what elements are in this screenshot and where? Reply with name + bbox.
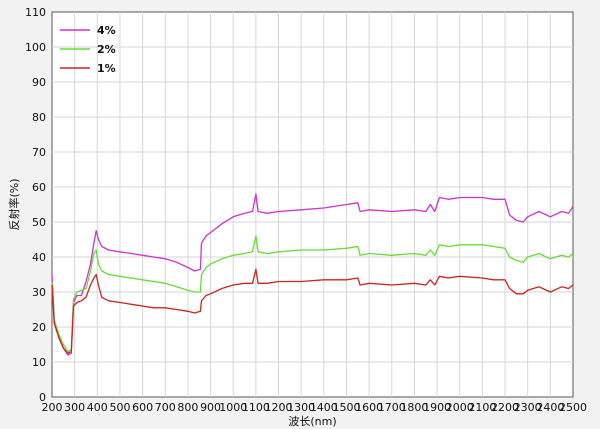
- series-line: [51, 235, 574, 353]
- y-tick-label: 70: [32, 146, 46, 159]
- y-tick-label: 30: [32, 286, 46, 299]
- y-tick-label: 10: [32, 356, 46, 369]
- y-tick-label: 0: [39, 391, 46, 404]
- y-tick-label: 60: [32, 181, 46, 194]
- x-tick-label: 800: [177, 401, 198, 414]
- series-layer: [51, 193, 574, 356]
- x-tick-label: 2000: [446, 401, 474, 414]
- x-tick-label: 200: [42, 401, 63, 414]
- x-tick-label: 2100: [468, 401, 496, 414]
- x-tick-label: 1100: [242, 401, 270, 414]
- x-tick-label: 500: [109, 401, 130, 414]
- x-tick-label: 2500: [559, 401, 587, 414]
- y-tick-label: 80: [32, 111, 46, 124]
- x-tick-label: 900: [200, 401, 221, 414]
- series-line: [51, 193, 574, 356]
- y-tick-label: 90: [32, 76, 46, 89]
- x-tick-label: 1500: [332, 401, 360, 414]
- legend-label: 4%: [97, 24, 116, 37]
- grid: [52, 12, 573, 397]
- x-tick-label: 1900: [423, 401, 451, 414]
- legend: 4% 2% 1%: [60, 24, 116, 75]
- x-tick-label: 600: [132, 401, 153, 414]
- plot-area: [51, 11, 574, 398]
- x-tick-label: 1300: [287, 401, 315, 414]
- y-tick-label: 100: [25, 41, 46, 54]
- x-tick-label: 2300: [514, 401, 542, 414]
- legend-label: 2%: [97, 43, 116, 56]
- y-tick-label: 40: [32, 251, 46, 264]
- x-axis-title: 波长(nm): [288, 415, 336, 428]
- y-tick-label: 50: [32, 216, 46, 229]
- x-tick-label: 300: [64, 401, 85, 414]
- x-tick-label: 2200: [491, 401, 519, 414]
- x-tick-label: 400: [87, 401, 108, 414]
- x-tick-label: 1200: [265, 401, 293, 414]
- x-tick-label: 1400: [310, 401, 338, 414]
- x-tick-label: 1000: [219, 401, 247, 414]
- legend-label: 1%: [97, 62, 116, 75]
- y-axis-title: 反射率(%): [7, 178, 21, 230]
- series-line: [51, 268, 574, 354]
- y-tick-label: 110: [25, 6, 46, 19]
- x-tick-label: 1700: [378, 401, 406, 414]
- x-tick-label: 2400: [536, 401, 564, 414]
- x-tick-label: 1800: [400, 401, 428, 414]
- axes: 0 10 20 30 40 50 60 70 80 90 100 110 200 300 400 500 600…: [25, 6, 587, 414]
- x-tick-label: 1600: [355, 401, 383, 414]
- x-tick-label: 700: [155, 401, 176, 414]
- y-tick-label: 20: [32, 321, 46, 334]
